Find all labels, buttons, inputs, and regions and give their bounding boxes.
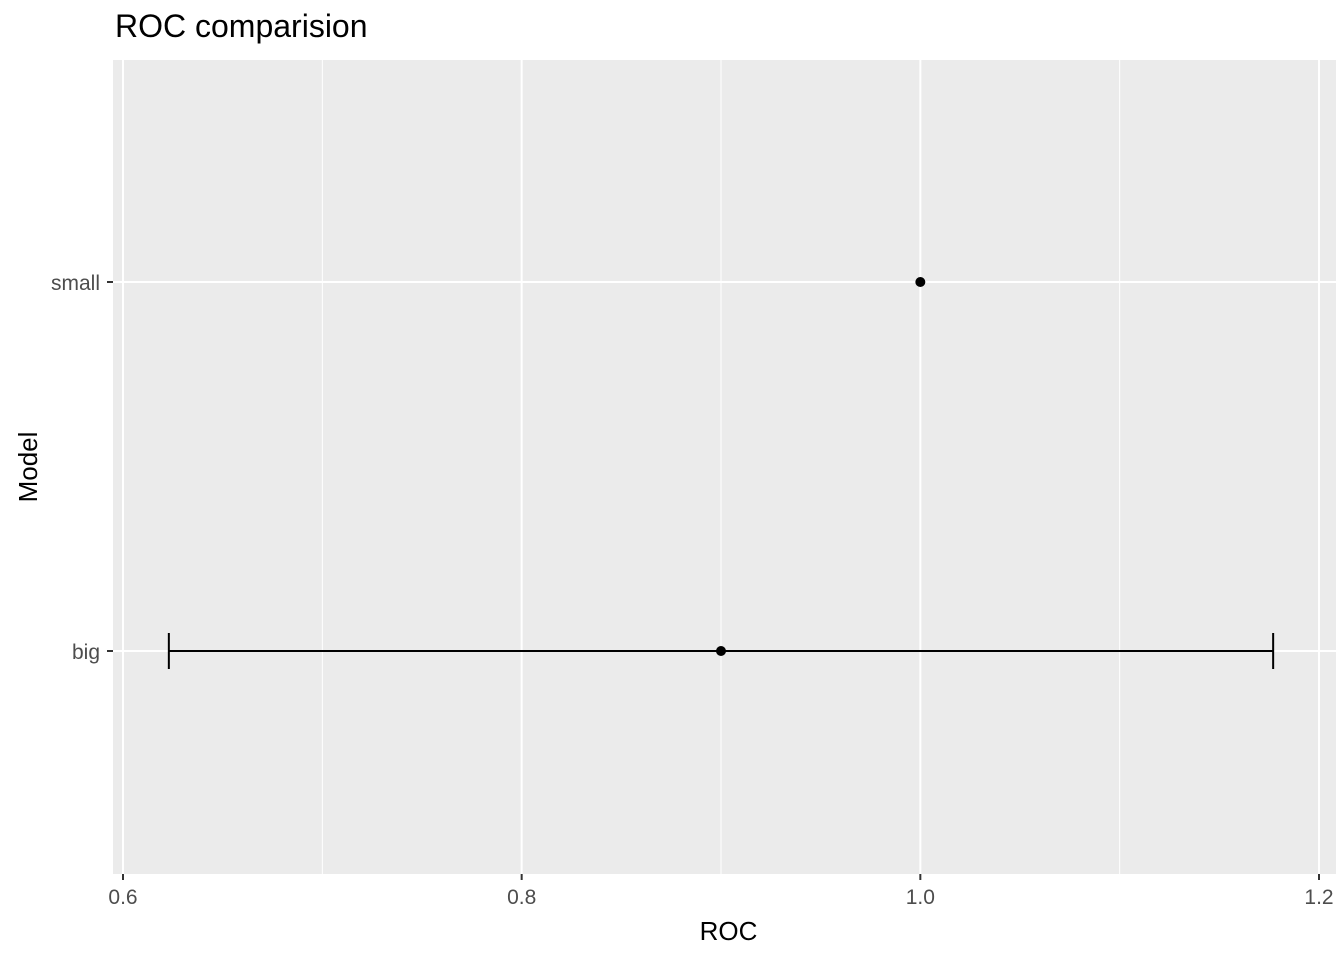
data-point: [915, 277, 926, 287]
axes: 0.6 0.8 1.0 1.2 big small: [51, 272, 1334, 909]
y-tick-label: big: [72, 641, 100, 664]
data-point: [716, 646, 726, 656]
x-tick-label: 1.0: [906, 886, 935, 909]
chart-title: ROC comparision: [115, 8, 368, 44]
x-tick-label: 0.6: [108, 886, 137, 909]
x-axis-title: ROC: [700, 916, 758, 946]
x-tick-label: 1.2: [1304, 886, 1333, 909]
x-tick-label: 0.8: [507, 886, 536, 909]
data-marks: [167, 277, 1275, 669]
y-tick-label: small: [51, 272, 100, 295]
plot-panel: [113, 60, 1336, 874]
y-axis-title: Model: [13, 432, 43, 503]
